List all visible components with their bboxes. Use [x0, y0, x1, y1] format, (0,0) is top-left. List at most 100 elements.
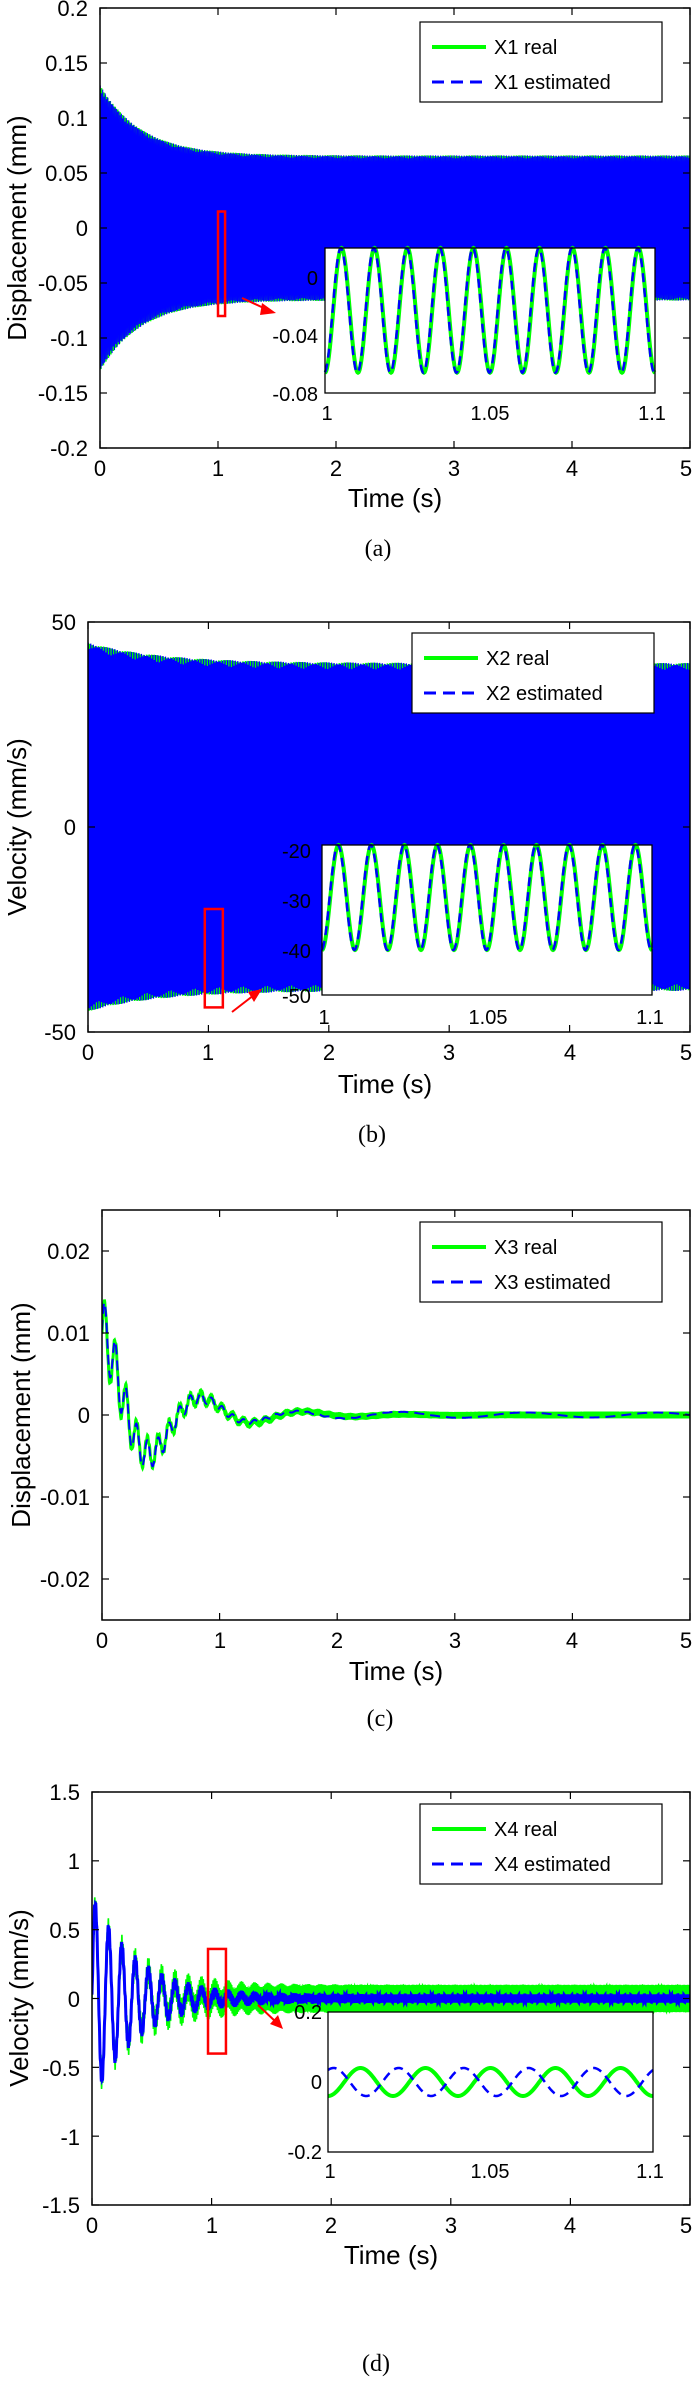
d-estimated-line [92, 1899, 690, 2086]
c-ytick-label: 0.02 [47, 1239, 90, 1264]
b-highlight-box [203, 907, 225, 1009]
c-xtick-label: 0 [96, 1628, 108, 1653]
d-ytick-label: 1.5 [49, 1780, 80, 1805]
b-ytick-label: -50 [44, 1020, 76, 1045]
d-xtick-label: 4 [564, 2213, 576, 2238]
d-zoom-arrow [257, 2004, 283, 2029]
a-inset-ytick: -0.04 [272, 326, 318, 348]
a-inset: 0 -0.04 -0.08 1 1.05 1.1 [272, 245, 666, 425]
b-xtick-label: 3 [443, 1040, 455, 1065]
c-xtick-label: 2 [331, 1628, 343, 1653]
d-ytick-label: -0.5 [42, 2056, 80, 2081]
b-inset-ytick: -20 [282, 841, 311, 863]
a-inset-xtick: 1.1 [638, 403, 666, 425]
d-inset-xtick: 1.1 [636, 2161, 664, 2183]
d-inset-xtick: 1 [324, 2161, 335, 2183]
d-highlight-box [206, 1947, 228, 2055]
a-ytick-label: -0.1 [50, 326, 88, 351]
b-xtick-label: 4 [564, 1040, 576, 1065]
d-tick-marks [91, 1791, 691, 2206]
b-tick-marks [87, 621, 691, 1033]
c-caption: (c) [367, 1706, 394, 1732]
a-inset-xtick: 1 [321, 403, 332, 425]
a-ytick-label: -0.05 [38, 271, 88, 296]
d-plot-data [92, 1897, 690, 2089]
inset-estimated-line [323, 246, 656, 375]
b-xlabel: Time (s) [338, 1069, 432, 1099]
d-ytick-label: 0.5 [49, 1918, 80, 1943]
c-xlabel: Time (s) [349, 1656, 443, 1686]
a-xtick-label: 1 [212, 456, 224, 481]
a-ytick-label: -0.15 [38, 381, 88, 406]
a-ytick-label: -0.2 [50, 436, 88, 461]
inset-estimated-line [327, 2066, 654, 2098]
d-inset-data [327, 2065, 654, 2099]
a-xtick-label: 2 [330, 456, 342, 481]
d-ylabel: Velocity (mm/s) [4, 1909, 34, 2087]
a-inset-ytick: 0 [307, 268, 318, 290]
b-xtick-label: 0 [82, 1040, 94, 1065]
a-ytick-label: 0 [76, 216, 88, 241]
a-ylabel: Displacement (mm) [2, 115, 32, 340]
c-xtick-label: 5 [680, 1628, 692, 1653]
b-ylabel: Velocity (mm/s) [2, 738, 32, 916]
c-ylabel: Displacement (mm) [6, 1302, 36, 1527]
c-legend-entry-estimated: X3 estimated [494, 1272, 611, 1294]
b-inset-data [320, 842, 654, 953]
b-ytick-label: 50 [52, 610, 76, 635]
d-xlabel: Time (s) [344, 2240, 438, 2270]
b-inset-xtick: 1.05 [469, 1007, 508, 1029]
a-zoom-arrow [241, 297, 276, 315]
c-legend: X3 real X3 estimated [419, 1221, 663, 1303]
a-caption: (a) [365, 536, 392, 562]
a-tick-marks [99, 7, 691, 449]
a-legend-entry-estimated: X1 estimated [494, 72, 611, 94]
d-xtick-label: 5 [680, 2213, 692, 2238]
b-inset-ytick: -50 [282, 986, 311, 1008]
panel-d: 1.5 1 0.5 0 -0.5 -1 -1.5 0 1 2 3 4 5 Tim… [4, 1780, 692, 2377]
a-xlabel: Time (s) [348, 483, 442, 513]
d-xtick-label: 1 [206, 2213, 218, 2238]
b-xtick-label: 5 [680, 1040, 692, 1065]
d-inset-ytick: 0 [311, 2072, 322, 2094]
b-inset-ytick: -30 [282, 891, 311, 913]
b-inset-ytick: -40 [282, 941, 311, 963]
c-tick-marks [101, 1210, 691, 1620]
c-plot-data [102, 1299, 690, 1472]
d-ytick-label: -1 [60, 2125, 80, 2150]
a-ytick-label: 0.05 [45, 161, 88, 186]
c-real-line [102, 1299, 690, 1472]
a-ytick-label: 0.1 [57, 106, 88, 131]
a-xtick-label: 5 [680, 456, 692, 481]
c-estimated-line [102, 1301, 690, 1468]
c-ytick-label: -0.02 [40, 1567, 90, 1592]
d-ytick-label: -1.5 [42, 2193, 80, 2218]
d-xtick-label: 3 [445, 2213, 457, 2238]
c-ytick-label: 0.01 [47, 1321, 90, 1346]
a-inset-xtick: 1.05 [471, 403, 510, 425]
b-xtick-label: 1 [202, 1040, 214, 1065]
b-xtick-label: 2 [323, 1040, 335, 1065]
d-inset-xtick: 1.05 [471, 2161, 510, 2183]
a-xtick-label: 3 [448, 456, 460, 481]
c-ytick-label: -0.01 [40, 1485, 90, 1510]
d-inset-ytick: 0.2 [294, 2002, 322, 2024]
c-legend-entry-real: X3 real [494, 1237, 557, 1259]
d-xtick-label: 2 [325, 2213, 337, 2238]
a-inset-data [323, 245, 657, 376]
b-caption: (b) [358, 1122, 386, 1148]
d-legend-entry-estimated: X4 estimated [494, 1854, 611, 1876]
a-highlight-box [216, 210, 227, 318]
d-legend: X4 real X4 estimated [419, 1803, 663, 1885]
d-inset-ytick: -0.2 [288, 2142, 322, 2164]
d-legend-entry-real: X4 real [494, 1819, 557, 1841]
inset-real-line [327, 2065, 654, 2099]
d-xtick-label: 0 [86, 2213, 98, 2238]
b-inset: -20 -30 -40 -50 1 1.05 1.1 [282, 841, 664, 1029]
b-inset-xtick: 1.1 [636, 1007, 664, 1029]
d-caption: (d) [362, 2351, 390, 2377]
a-xtick-label: 4 [566, 456, 578, 481]
panel-b: 50 0 -50 0 1 2 3 4 5 Time (s) Velocity (… [2, 610, 692, 1148]
d-ytick-label: 0 [68, 1987, 80, 2012]
